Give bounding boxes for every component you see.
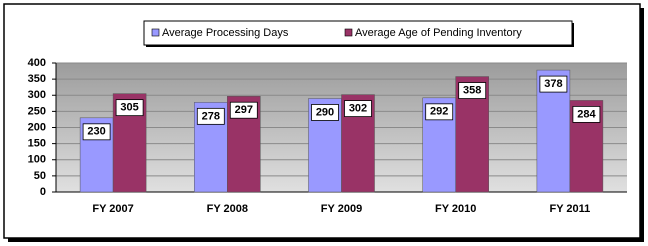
legend-label: Average Processing Days <box>162 27 289 39</box>
legend-marker <box>151 28 160 37</box>
value-label-box <box>311 104 339 121</box>
value-label: 378 <box>544 78 562 90</box>
x-tick-label: FY 2008 <box>207 203 248 215</box>
value-label-box <box>425 103 454 121</box>
y-tick-label: 250 <box>28 105 46 117</box>
legend-label: Average Age of Pending Inventory <box>355 27 522 39</box>
value-label-box <box>229 101 258 119</box>
value-label-box <box>82 123 111 141</box>
chart-body: 0 50 100 150 200 250 300 350 400 FY 2007 230 305 FY … <box>28 27 627 215</box>
value-label: 278 <box>202 110 220 122</box>
value-label: 297 <box>235 104 253 116</box>
y-tick-label: 300 <box>28 89 46 101</box>
y-tick-label: 50 <box>34 170 46 182</box>
value-label-box <box>196 107 225 125</box>
value-label-box <box>572 106 601 123</box>
x-tick-label: FY 2010 <box>435 203 476 215</box>
value-label-box <box>115 99 144 117</box>
value-label: 230 <box>87 126 105 138</box>
value-label-box <box>539 75 568 93</box>
value-label: 305 <box>120 102 138 114</box>
value-label-box <box>344 100 372 118</box>
y-tick-label: 100 <box>28 154 46 166</box>
legend <box>143 20 573 46</box>
y-tick-label: 0 <box>40 186 46 198</box>
x-tick-label: FY 2007 <box>92 203 133 215</box>
x-tick-label: FY 2011 <box>550 203 591 215</box>
value-label: 292 <box>430 106 448 118</box>
y-tick-label: 200 <box>28 121 46 133</box>
legend-marker <box>344 28 353 37</box>
value-label: 284 <box>577 108 596 120</box>
y-tick-label: 350 <box>28 73 46 85</box>
y-tick-label: 150 <box>28 138 46 150</box>
y-tick-label: 400 <box>28 57 46 69</box>
x-tick-label: FY 2009 <box>321 203 362 215</box>
value-label: 290 <box>316 106 334 118</box>
value-label: 358 <box>463 84 481 96</box>
value-label: 302 <box>349 103 367 115</box>
value-label-box <box>458 82 487 99</box>
